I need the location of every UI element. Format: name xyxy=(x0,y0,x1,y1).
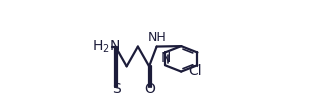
Text: NH: NH xyxy=(148,31,166,44)
Text: Cl: Cl xyxy=(188,64,202,77)
Text: N: N xyxy=(160,51,171,65)
Text: S: S xyxy=(112,82,121,96)
Text: H$_2$N: H$_2$N xyxy=(92,38,120,55)
Text: O: O xyxy=(145,82,156,96)
